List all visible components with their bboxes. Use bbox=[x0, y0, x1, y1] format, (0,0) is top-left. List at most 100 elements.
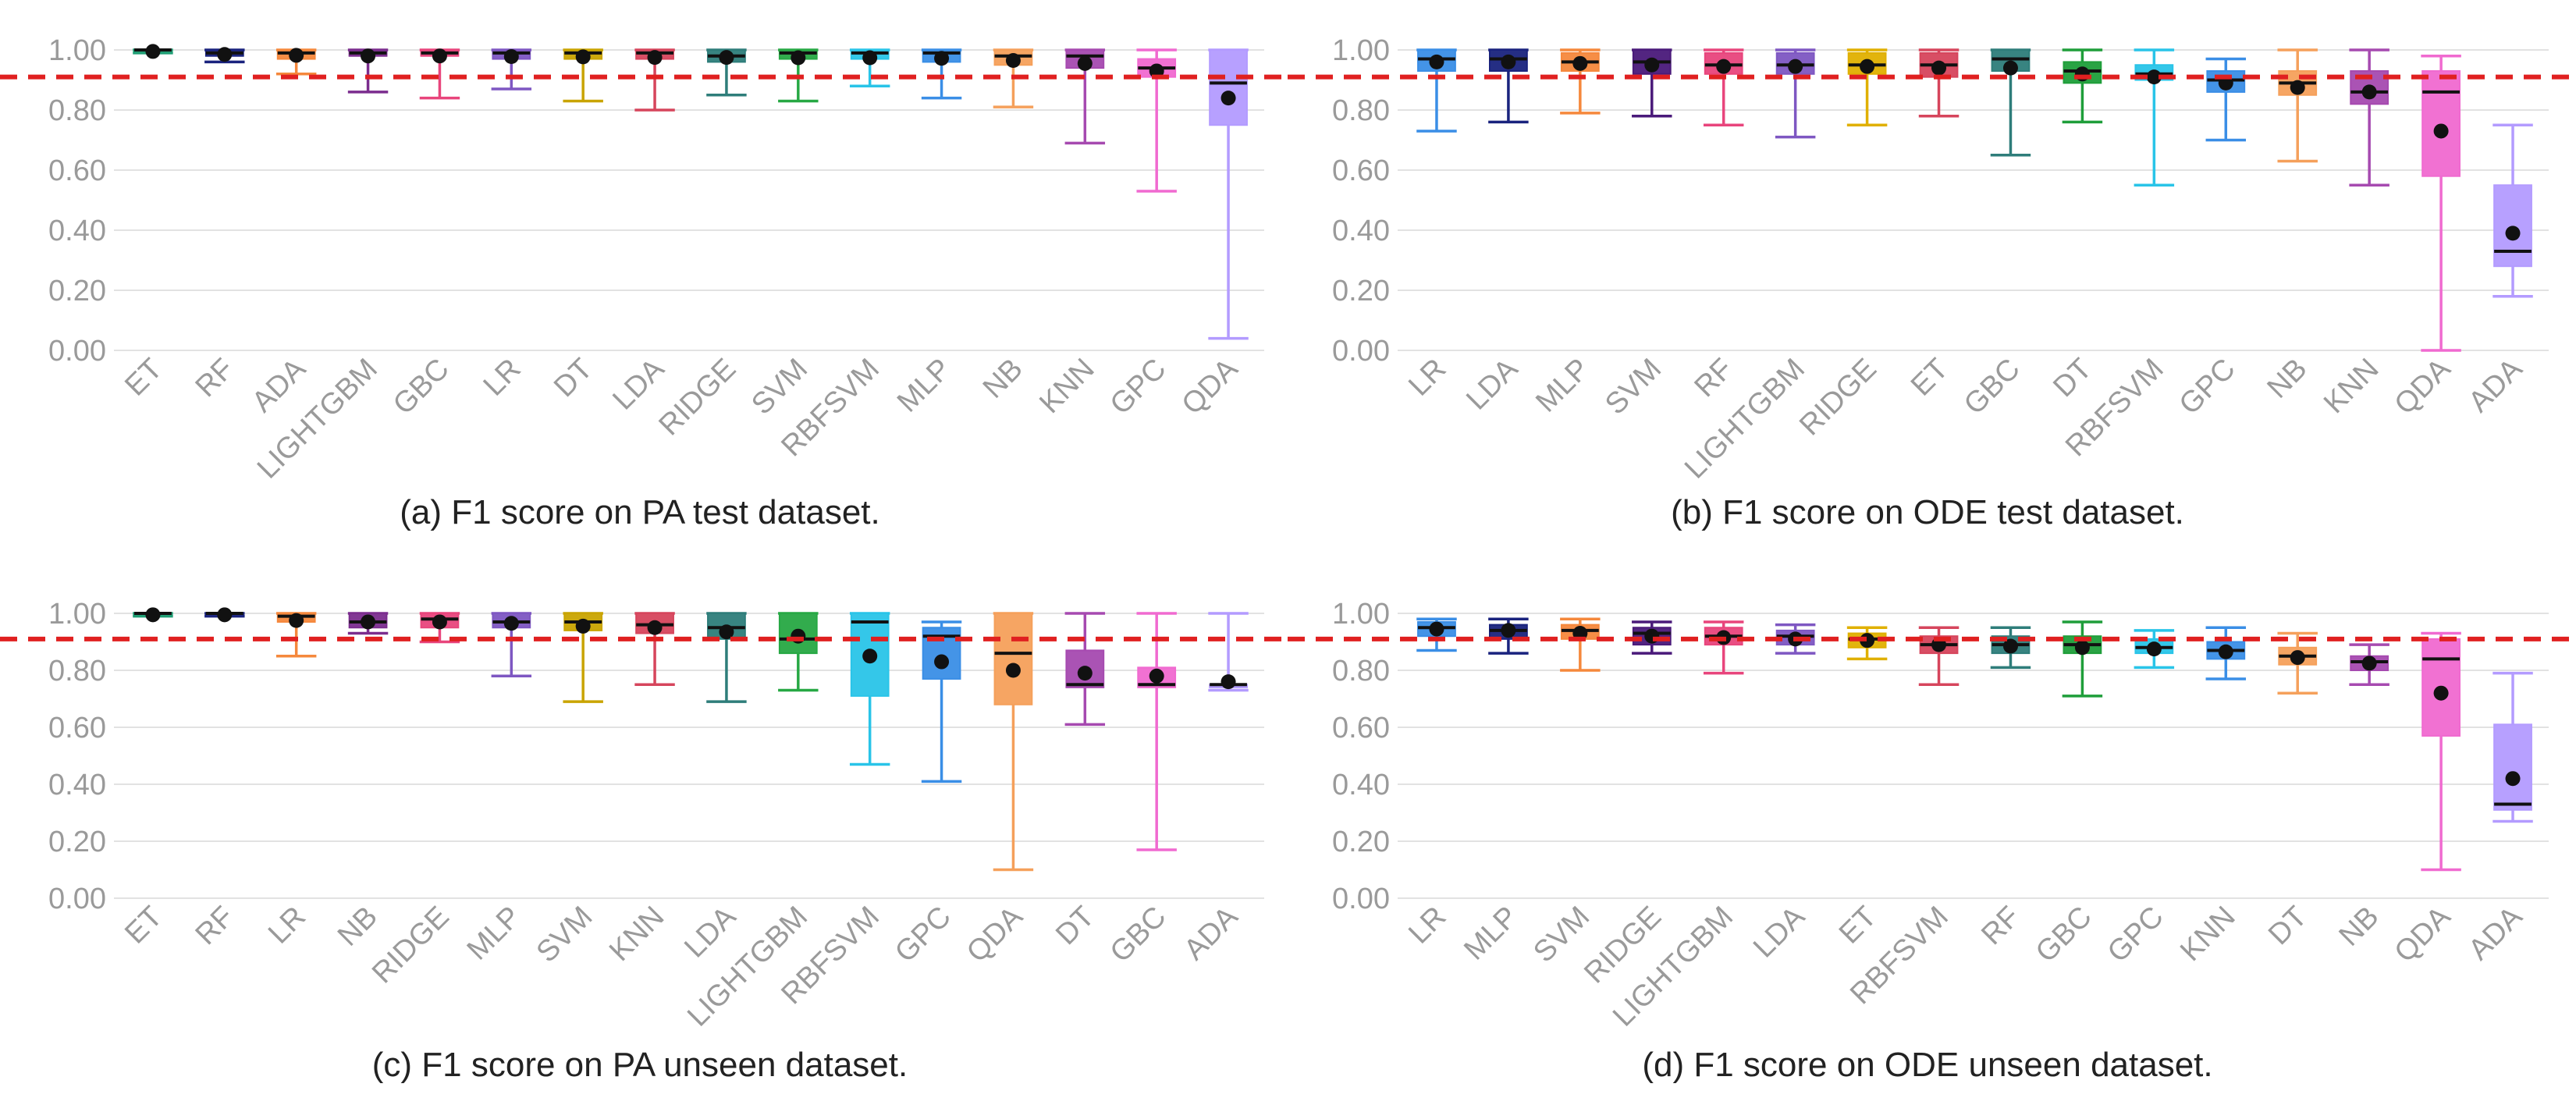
mean-dot bbox=[503, 48, 519, 64]
x-tick-label: RIDGE bbox=[366, 901, 456, 990]
x-tick-label: ADA bbox=[2462, 900, 2528, 966]
x-tick-label: GBC bbox=[1104, 901, 1173, 969]
x-tick-label: LDA bbox=[606, 352, 670, 416]
box-rbfsvm bbox=[849, 48, 890, 87]
mean-dot bbox=[862, 50, 878, 66]
mean-dot bbox=[1716, 59, 1732, 74]
x-tick-label: QDA bbox=[2389, 352, 2457, 421]
x-tick-label: GPC bbox=[2173, 353, 2242, 421]
box-lr bbox=[275, 612, 317, 658]
y-tick-label: 1.00 bbox=[48, 34, 106, 67]
x-tick-label: LR bbox=[262, 901, 312, 950]
y-tick-label: 0.00 bbox=[1332, 335, 1390, 368]
mean-dot bbox=[2505, 771, 2521, 787]
box-svm bbox=[563, 612, 603, 703]
x-tick-label: ADA bbox=[1178, 900, 1244, 966]
x-tick-label: ET bbox=[119, 901, 169, 950]
mean-dot bbox=[2433, 685, 2449, 701]
caption-b: (b) F1 score on ODE test dataset. bbox=[1671, 493, 2184, 531]
box-gpc bbox=[2205, 57, 2247, 142]
mean-dot bbox=[1220, 674, 1236, 690]
box-knn bbox=[634, 612, 675, 686]
y-tick-label: 1.00 bbox=[48, 598, 106, 631]
x-tick-label: RF bbox=[1975, 901, 2027, 952]
x-tick-label: LR bbox=[1402, 353, 1452, 403]
box-ada bbox=[275, 48, 317, 76]
box-nb bbox=[347, 612, 389, 635]
x-tick-label: GBC bbox=[387, 353, 456, 421]
x-tick-label: LR bbox=[478, 353, 528, 403]
x-tick-label: MLP bbox=[1458, 901, 1524, 967]
mean-dot bbox=[1572, 55, 1588, 71]
box-rf bbox=[204, 607, 245, 623]
x-tick-label: DT bbox=[2047, 353, 2098, 404]
mean-dot bbox=[1501, 54, 1516, 69]
mean-dot bbox=[1644, 57, 1660, 73]
box-rf bbox=[1703, 48, 1744, 126]
box-body bbox=[1209, 49, 1248, 126]
x-tick-label: QDA bbox=[961, 900, 1029, 968]
box-lightgbm bbox=[1775, 48, 1816, 139]
mean-dot bbox=[1149, 668, 1164, 684]
panel-d: 0.00 0.20 0.40 0.60 0.80 1.00 LR MLP SVM RIDGE LIG… bbox=[1288, 552, 2576, 1052]
y-tick-label: 0.80 bbox=[48, 94, 106, 127]
mean-dot bbox=[2218, 644, 2233, 659]
y-tick-label: 1.00 bbox=[1332, 34, 1390, 67]
mean-dot bbox=[2002, 638, 2018, 654]
x-tick-label: LDA bbox=[1460, 352, 1524, 416]
x-tick-label: GPC bbox=[1104, 353, 1173, 421]
mean-dot bbox=[1005, 52, 1021, 68]
x-tick-label: GBC bbox=[2030, 901, 2098, 969]
box-gbc bbox=[2062, 620, 2103, 698]
x-tick-label: ADA bbox=[2462, 352, 2528, 418]
mean-dot bbox=[145, 607, 161, 623]
x-tick-label: ET bbox=[1905, 353, 1955, 403]
x-tick-label: SVM bbox=[1599, 353, 1668, 421]
box-body bbox=[850, 613, 890, 697]
y-tick-label: 0.20 bbox=[1332, 275, 1390, 307]
x-tick-label: DT bbox=[1050, 901, 1101, 952]
mean-dot bbox=[719, 624, 734, 640]
mean-dot bbox=[432, 48, 447, 64]
mean-dot bbox=[2290, 80, 2305, 95]
mean-dot bbox=[1788, 59, 1803, 74]
mean-dot bbox=[2290, 650, 2305, 666]
x-tick-label: QDA bbox=[1175, 352, 1244, 421]
mean-dot bbox=[934, 654, 950, 670]
y-tick-label: 0.60 bbox=[48, 712, 106, 744]
x-tick-label: MLP bbox=[1530, 353, 1596, 419]
y-tick-label: 1.00 bbox=[1332, 598, 1390, 631]
mean-dot bbox=[289, 613, 304, 628]
mean-dot bbox=[934, 51, 950, 66]
box-mlp bbox=[1560, 48, 1601, 115]
box-mlp bbox=[921, 48, 962, 100]
box-lr bbox=[1416, 48, 1457, 133]
x-tick-label: RF bbox=[1689, 353, 1740, 404]
box-lda bbox=[706, 612, 747, 703]
mean-dot bbox=[361, 614, 376, 630]
x-tick-label: GPC bbox=[889, 901, 958, 969]
x-tick-label: ET bbox=[119, 353, 169, 403]
box-qda bbox=[2421, 631, 2461, 872]
y-tick-label: 0.80 bbox=[1332, 94, 1390, 127]
box-svm bbox=[1632, 48, 1672, 118]
mean-dot bbox=[2361, 656, 2377, 671]
box-nb bbox=[993, 48, 1034, 108]
box-ada bbox=[1208, 612, 1249, 692]
caption-a: (a) F1 score on PA test dataset. bbox=[400, 493, 880, 531]
box-qda bbox=[993, 612, 1034, 872]
x-tick-label: DT bbox=[548, 353, 599, 404]
x-tick-label: RIDGE bbox=[1793, 353, 1883, 442]
mean-dot bbox=[791, 50, 806, 66]
mean-dot bbox=[2146, 69, 2162, 85]
box-gpc bbox=[921, 620, 962, 783]
y-tick-label: 0.80 bbox=[48, 655, 106, 688]
mean-dot bbox=[1429, 54, 1444, 69]
box-gbc bbox=[1136, 612, 1177, 851]
x-tick-label: NB bbox=[332, 901, 384, 953]
box-mlp bbox=[491, 612, 532, 678]
x-tick-label: DT bbox=[2262, 901, 2314, 952]
box-svm bbox=[778, 48, 819, 103]
